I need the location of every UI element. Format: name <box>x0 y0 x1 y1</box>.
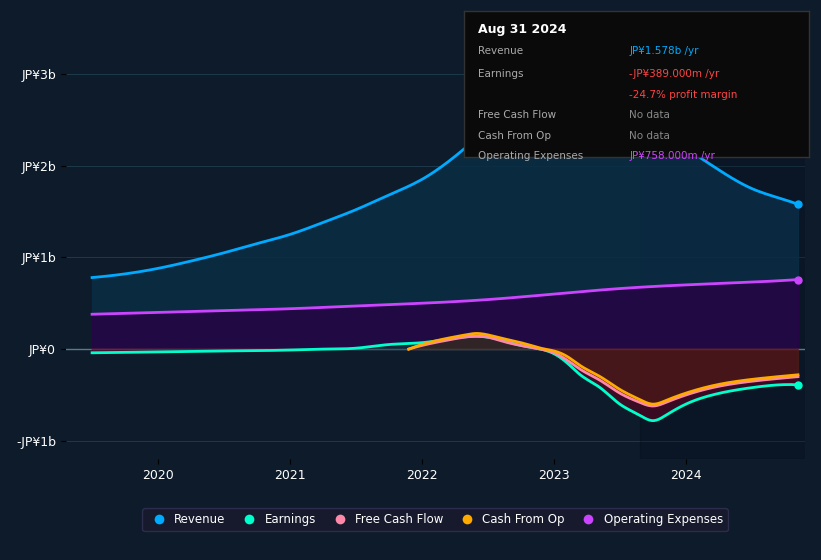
Text: JP¥1.578b /yr: JP¥1.578b /yr <box>630 46 699 56</box>
Text: -JP¥389.000m /yr: -JP¥389.000m /yr <box>630 69 720 80</box>
Text: Free Cash Flow: Free Cash Flow <box>478 110 556 120</box>
Text: JP¥758.000m /yr: JP¥758.000m /yr <box>630 151 715 161</box>
Bar <box>640 28 821 459</box>
Text: No data: No data <box>630 110 670 120</box>
Text: Earnings: Earnings <box>478 69 523 80</box>
Text: Revenue: Revenue <box>478 46 523 56</box>
Text: -24.7% profit margin: -24.7% profit margin <box>630 90 738 100</box>
Text: No data: No data <box>630 130 670 141</box>
Legend: Revenue, Earnings, Free Cash Flow, Cash From Op, Operating Expenses: Revenue, Earnings, Free Cash Flow, Cash … <box>143 508 727 531</box>
Text: Aug 31 2024: Aug 31 2024 <box>478 23 566 36</box>
Text: Operating Expenses: Operating Expenses <box>478 151 583 161</box>
Text: Cash From Op: Cash From Op <box>478 130 551 141</box>
